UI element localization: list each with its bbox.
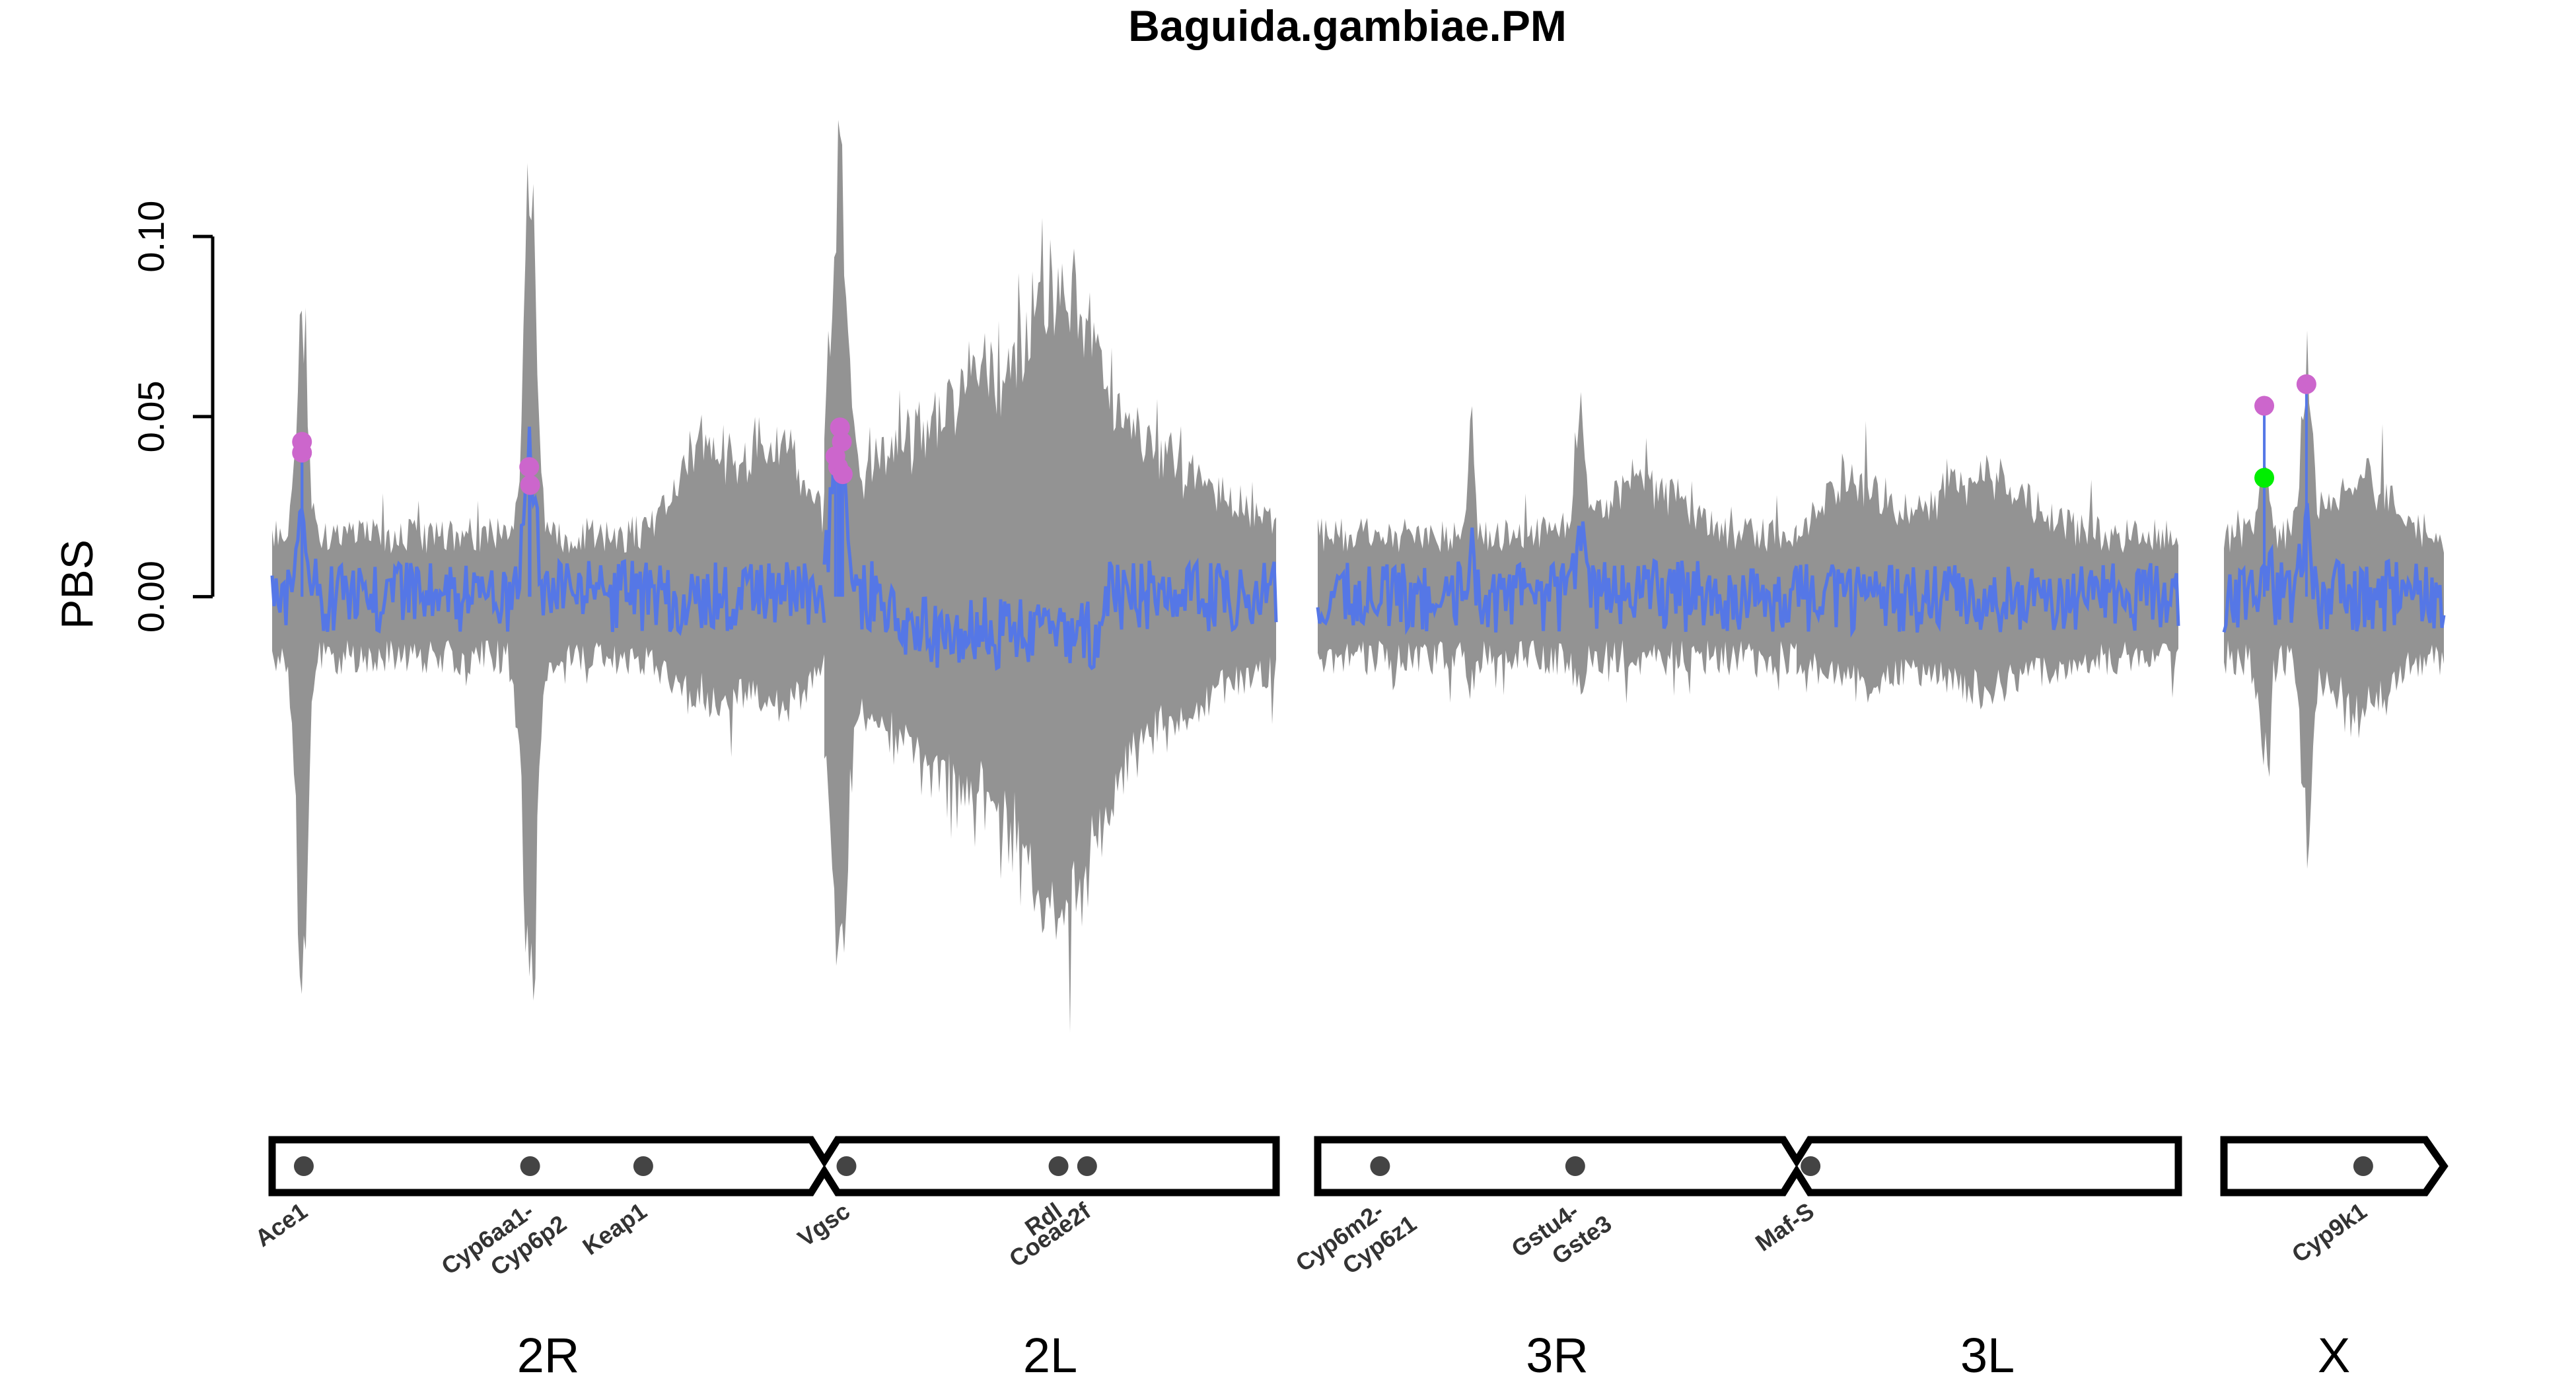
peak-point [830, 417, 850, 438]
gene-label: Cyp6m2-Cyp6z1 [1291, 1186, 1421, 1301]
y-tick-label: 0.00 [130, 561, 172, 633]
gene-label-line: Vgsc [793, 1197, 855, 1252]
peak-point [832, 464, 853, 485]
pbs-mean-line-3l [1795, 563, 2180, 638]
gene-marker [1077, 1156, 1097, 1176]
chromosome-label-3l: 3L [1960, 1328, 2015, 1383]
chromosome-label-3r: 3R [1526, 1328, 1589, 1383]
y-tick-label: 0.10 [130, 201, 172, 273]
pbs-mean-line-x [2222, 503, 2446, 633]
peak-point [2296, 374, 2316, 394]
pbs-envelope-3r [1318, 392, 1797, 704]
gene-marker [293, 1156, 314, 1176]
y-tick-label: 0.05 [130, 380, 172, 452]
gene-marker [1565, 1156, 1585, 1176]
chromosome-label-2l: 2L [1023, 1328, 1077, 1383]
gene-label: Gstu4-Gste3 [1507, 1186, 1617, 1286]
gene-label-line: Maf-S [1750, 1197, 1819, 1257]
chromosome-label-2r: 2R [517, 1328, 580, 1383]
gene-marker [1048, 1156, 1069, 1176]
gene-label: Cyp6aa1-Cyp6p2 [437, 1186, 571, 1304]
gene-label: Maf-S [1750, 1197, 1819, 1257]
gene-label: Cyp9k1 [2287, 1197, 2371, 1268]
y-axis-label: PBS [52, 539, 102, 629]
pbs-mean-line-2r [270, 427, 826, 637]
highlight-point [2254, 468, 2275, 488]
chromosome-ideogram [268, 1136, 2449, 1197]
peak-point [2254, 396, 2275, 416]
chromosome-3-outline [1314, 1136, 2182, 1197]
gene-marker [2353, 1156, 2373, 1176]
chromosome-2-outline [268, 1136, 1280, 1197]
chromosome-label-x: X [2318, 1328, 2350, 1383]
y-axis: 0.00 0.05 0.10 [130, 201, 215, 633]
pbs-envelope-x [2224, 330, 2444, 869]
gene-marker [520, 1156, 540, 1176]
chromosome-x-outline [2220, 1136, 2449, 1197]
gene-label-line: Cyp9k1 [2287, 1197, 2371, 1268]
gene-marker [836, 1156, 857, 1176]
gene-label: Vgsc [793, 1197, 855, 1252]
gene-label: Keap1 [577, 1197, 651, 1261]
pbs-mean-line-3r [1316, 521, 1799, 635]
gene-marker [1801, 1156, 1821, 1176]
chromosome-labels: 2R 2L 3R 3L X [517, 1328, 2350, 1383]
pbs-mean-line-group [270, 427, 2446, 671]
gene-marker [1370, 1156, 1390, 1176]
peak-point [519, 457, 540, 477]
gene-label-line: Ace1 [250, 1197, 312, 1252]
gene-label: Ace1 [250, 1197, 312, 1252]
gene-marker [633, 1156, 653, 1176]
pbs-envelope-area [272, 120, 2444, 1033]
pbs-envelope-2l [824, 120, 1276, 1033]
chart-title: Baguida.gambiae.PM [1128, 1, 1567, 50]
peak-point [520, 475, 540, 495]
peak-point [292, 442, 312, 463]
pbs-envelope-3l [1797, 421, 2178, 710]
pbs-mean-line-2l [822, 446, 1278, 671]
gene-label-line: Keap1 [577, 1197, 651, 1261]
peak-markers [292, 374, 2316, 597]
